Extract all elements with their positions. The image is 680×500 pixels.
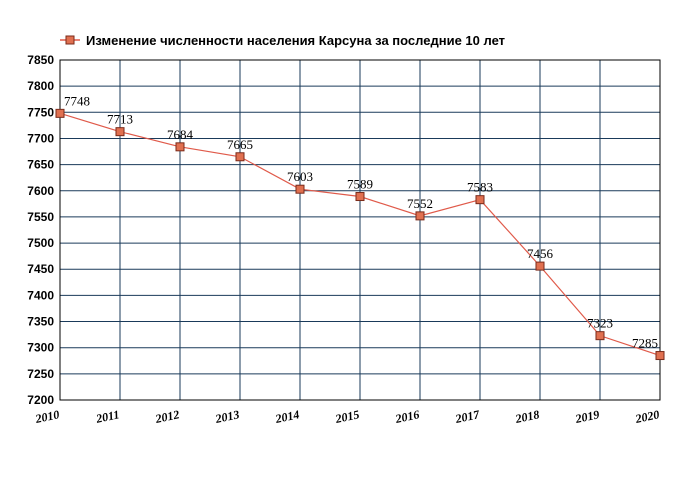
- x-tick-label: 2015: [333, 407, 360, 426]
- plot-frame: [59, 59, 661, 401]
- data-point-marker: [475, 195, 485, 205]
- data-label: 7748: [64, 93, 90, 108]
- y-tick-label: 7250: [27, 367, 54, 381]
- y-tick-label: 7600: [27, 184, 54, 198]
- data-point-marker: [175, 142, 185, 152]
- population-series: [55, 108, 665, 361]
- x-axis: 2010 2011 2012 2013 2014 2015 2016 2017 2018 2019…: [33, 407, 660, 426]
- data-label: 7583: [467, 180, 493, 195]
- y-tick-label: 7800: [27, 79, 54, 93]
- data-labels: 7748 7713 7684 7665 7603 7589 7552 7583 7456 7323…: [64, 93, 658, 350]
- legend-marker-swatch: [65, 35, 75, 45]
- data-label: 7713: [107, 112, 133, 127]
- data-label: 7684: [167, 127, 194, 142]
- x-tick-label: 2016: [393, 407, 420, 426]
- y-tick-label: 7400: [27, 288, 54, 302]
- x-tick-label: 2014: [273, 407, 300, 426]
- data-point-marker: [115, 127, 125, 137]
- data-label: 7285: [632, 336, 658, 351]
- data-label: 7323: [587, 316, 613, 331]
- x-tick-label: 2017: [453, 407, 481, 426]
- y-tick-label: 7500: [27, 236, 54, 250]
- y-tick-label: 7850: [27, 53, 54, 67]
- x-tick-label: 2013: [213, 407, 240, 426]
- x-tick-label: 2011: [94, 407, 121, 426]
- data-label: 7665: [227, 137, 253, 152]
- y-tick-label: 7750: [27, 105, 54, 119]
- y-tick-label: 7350: [27, 315, 54, 329]
- data-point-marker: [595, 331, 605, 341]
- data-point-marker: [415, 211, 425, 221]
- y-tick-label: 7700: [27, 131, 54, 145]
- data-point-marker: [535, 261, 545, 271]
- y-tick-label: 7550: [27, 210, 54, 224]
- data-label: 7456: [527, 246, 554, 261]
- data-point-marker: [235, 152, 245, 162]
- y-tick-label: 7200: [27, 393, 54, 407]
- data-point-marker: [355, 192, 365, 202]
- y-tick-label: 7650: [27, 158, 54, 172]
- data-label: 7552: [407, 196, 433, 211]
- x-tick-label: 2019: [573, 407, 600, 426]
- chart-legend: Изменение численности населения Карсуна …: [60, 33, 505, 48]
- y-tick-label: 7300: [27, 341, 54, 355]
- data-point-marker: [55, 108, 65, 118]
- chart-grid: [59, 59, 661, 401]
- x-tick-label: 2012: [153, 407, 180, 426]
- y-tick-label: 7450: [27, 262, 54, 276]
- data-label: 7603: [287, 169, 313, 184]
- data-label: 7589: [347, 177, 373, 192]
- data-point-marker: [655, 351, 665, 361]
- x-tick-label: 2020: [633, 407, 660, 426]
- x-tick-label: 2010: [33, 407, 60, 426]
- y-axis: 7200 7250 7300 7350 7400 7450 7500 7550 7600 7650…: [27, 53, 54, 407]
- x-tick-label: 2018: [513, 407, 540, 426]
- legend-label: Изменение численности населения Карсуна …: [86, 33, 505, 48]
- data-point-marker: [295, 184, 305, 194]
